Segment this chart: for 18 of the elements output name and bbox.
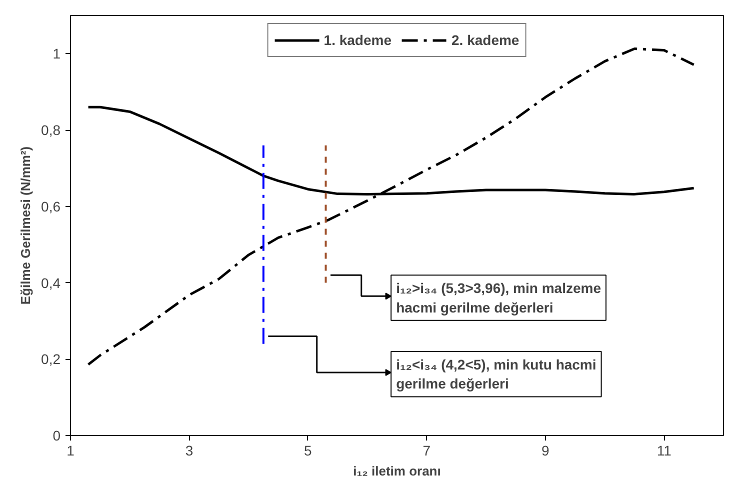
x-tick-label: 9 (542, 442, 550, 458)
legend-label: 1. kademe (324, 32, 392, 48)
x-tick-label: 5 (304, 442, 312, 458)
y-tick-label: 0,6 (41, 198, 61, 214)
y-tick-label: 0,4 (41, 274, 61, 291)
x-axis-title: i₁₂ iletim oranı (353, 464, 441, 478)
y-tick-label: 0,8 (41, 122, 61, 138)
y-tick-label: 1 (52, 46, 61, 62)
annotation: i₁₂<i₃₄ (4,2<5), min kutu hacmi gerilme değerleri (396, 356, 596, 392)
y-tick-label: 0 (52, 428, 61, 444)
x-tick-label: 7 (422, 442, 431, 458)
x-tick-label: 11 (656, 442, 672, 458)
x-tick-label: 3 (185, 442, 194, 458)
y-axis-title: Eğilme Gerilmesi (N/mm²) (18, 146, 34, 305)
legend-label: 2. kademe (452, 32, 520, 48)
annotation: i₁₂>i₃₄ (5,3>3,96), min malzeme hacmi gerilme değerleri (396, 280, 602, 316)
y-tick-label: 0,2 (41, 351, 61, 368)
x-tick-label: 1 (66, 442, 75, 458)
